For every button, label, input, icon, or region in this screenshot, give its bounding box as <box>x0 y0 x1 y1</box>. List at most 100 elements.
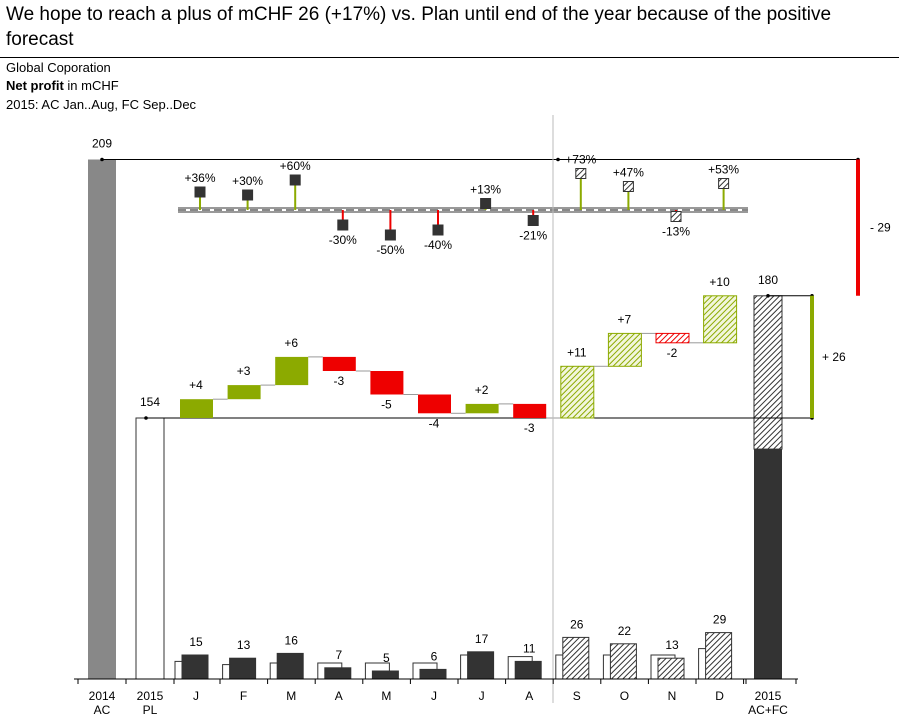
bar-value-label: 13 <box>237 638 251 652</box>
axis-label-2015-pl: 2015 <box>137 689 164 703</box>
label-2015-pl: 154 <box>140 395 160 409</box>
reference-dot <box>100 157 104 162</box>
pin-head-4 <box>337 219 349 231</box>
pin-label: +30% <box>232 174 263 188</box>
delta-label: +6 <box>284 336 298 350</box>
label-2014-ac: 209 <box>92 137 112 151</box>
delta-bar-8 <box>513 403 547 418</box>
bar-ac-6 <box>419 668 447 680</box>
delta-label: +2 <box>475 383 489 397</box>
bar-ac-2 <box>229 657 257 680</box>
bar-2014-ac <box>88 159 116 679</box>
bar-value-label: 15 <box>189 635 203 649</box>
variance-pl-label: + 26 <box>822 350 846 364</box>
delta-bar-5 <box>370 371 404 395</box>
bar-ac-5 <box>371 670 399 680</box>
axis-label-month: A <box>525 689 533 703</box>
bar-2015-ac-part <box>754 449 782 679</box>
pin-label: +36% <box>184 171 215 185</box>
bar-value-label: 26 <box>570 617 584 631</box>
pin-label: +13% <box>470 183 501 197</box>
pin-label: +60% <box>280 159 311 173</box>
bar-ac-4 <box>324 667 352 680</box>
delta-bar-10 <box>607 332 642 367</box>
label-2015-total: 180 <box>758 273 778 287</box>
reference-dot <box>144 416 148 420</box>
pin-head-3 <box>289 174 301 186</box>
delta-label: +4 <box>189 378 203 392</box>
bar-ac-12 <box>705 632 733 680</box>
delta-label: -5 <box>381 398 392 412</box>
delta-bar-12 <box>703 295 738 344</box>
pin-head-10 <box>622 181 634 192</box>
bar-ac-1 <box>181 654 209 680</box>
axis-label-month: D <box>715 689 724 703</box>
pin-head-6 <box>432 224 444 236</box>
pin-head-5 <box>384 229 396 241</box>
axis-label-2015-pl-scenario: PL <box>143 703 158 717</box>
axis-label-2014: 2014 <box>89 689 116 703</box>
pin-chart: +36% +30%+60%-30%-50% -40%+13%-21%+73%+47%… <box>178 153 748 257</box>
bar-value-label: 6 <box>431 649 438 663</box>
bar-value-label: 17 <box>475 632 489 646</box>
delta-label: +11 <box>567 345 587 359</box>
pin-label: -21% <box>519 229 547 243</box>
pin-head-8 <box>527 215 539 226</box>
pin-head-7 <box>480 198 492 209</box>
bar-value-label: 11 <box>523 641 536 655</box>
bar-2015-fc-part <box>753 295 783 450</box>
bar-ac-10 <box>609 643 637 680</box>
bar-value-label: 22 <box>618 624 632 638</box>
axis-label-month: J <box>479 689 485 703</box>
delta-label: +7 <box>618 312 632 326</box>
pin-label: +47% <box>613 166 644 180</box>
pin-head-11 <box>670 211 682 222</box>
measure-line: Net profit in mCHF <box>6 78 119 94</box>
delta-bar-6 <box>418 394 451 414</box>
pin-head-9 <box>575 168 587 179</box>
delta-label: +3 <box>237 364 251 378</box>
company-name: Global Coporation <box>6 60 111 75</box>
bar-ac-3 <box>276 652 304 680</box>
pin-label: -50% <box>376 243 404 257</box>
axis-label-month: A <box>335 689 343 703</box>
axis-label-month: M <box>381 689 391 703</box>
bar-value-label: 29 <box>713 613 727 627</box>
delta-label: -2 <box>667 346 678 360</box>
waterfall-chart: 209 154 180 +4 +3 +6 -3 -5 -4 +2 -3 +11 +7 -2 +10 - 29 +… <box>88 137 891 680</box>
pin-head-12 <box>718 178 730 189</box>
bar-value-label: 7 <box>335 648 342 662</box>
bar-ac-7 <box>467 651 495 680</box>
axis-label-2015-total-scenario: AC+FC <box>748 703 788 717</box>
delta-bar-3 <box>275 356 309 386</box>
monthly-bars: 15 13 16 7 5 6 17 11 26 22 13 29 <box>174 613 733 680</box>
axis-label-month: S <box>573 689 581 703</box>
pin-label: -40% <box>424 238 452 252</box>
axis-label-month: M <box>286 689 296 703</box>
axis-label-month: O <box>620 689 629 703</box>
delta-bar-7 <box>465 403 499 414</box>
delta-bar-9 <box>560 365 595 419</box>
bar-2015-pl <box>135 417 165 680</box>
pin-label: -30% <box>329 233 357 247</box>
bar-value-label: 5 <box>383 651 390 665</box>
pin-label: +53% <box>708 163 739 177</box>
measure-unit: in mCHF <box>63 78 119 93</box>
reference-dot <box>766 294 770 298</box>
axis-label-2015-total: 2015 <box>755 689 782 703</box>
axis-label-month: N <box>668 689 677 703</box>
axis-label-month: J <box>431 689 437 703</box>
axis-label-2014-scenario: AC <box>94 703 111 717</box>
measure-bold: Net profit <box>6 78 64 93</box>
reference-dot <box>556 157 560 162</box>
bar-ac-9 <box>562 636 590 680</box>
delta-label: -3 <box>333 374 344 388</box>
bar-value-label: 16 <box>285 633 299 647</box>
delta-bar-4 <box>322 356 356 371</box>
bar-value-label: 13 <box>665 638 679 652</box>
chart-title: We hope to reach a plus of mCHF 26 (+17%… <box>6 4 832 50</box>
axis-label-month: F <box>240 689 247 703</box>
pin-label: -13% <box>662 225 690 239</box>
